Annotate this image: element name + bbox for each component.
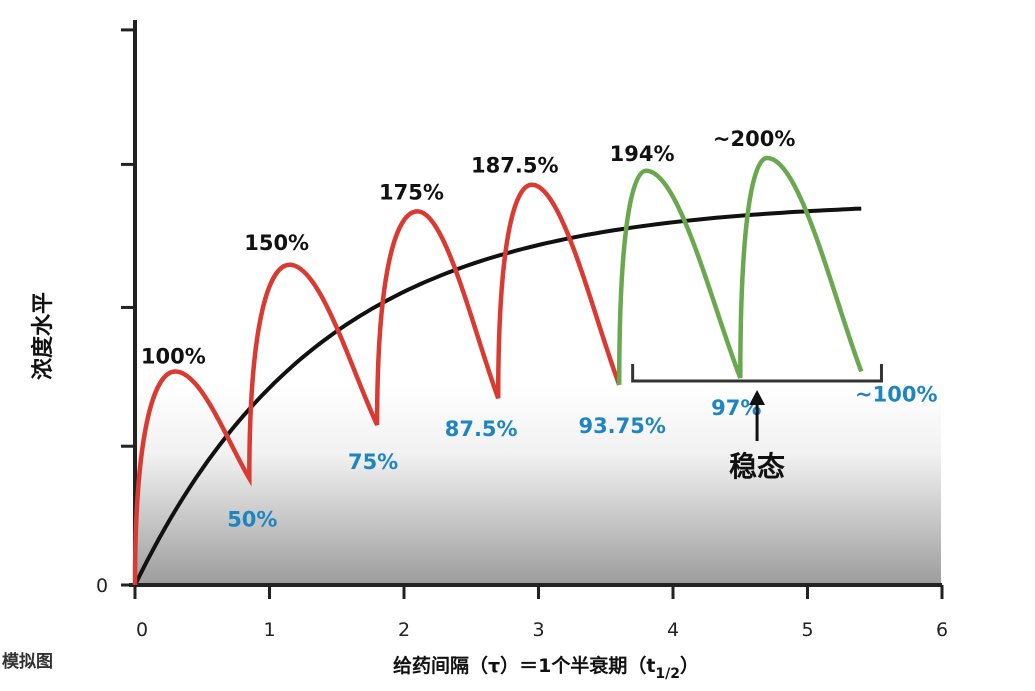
steady-state-series-line bbox=[616, 155, 864, 385]
x-tick-label-0: 0 bbox=[136, 619, 148, 641]
peak-label-6: ~200% bbox=[713, 127, 795, 151]
x-tick-label-3: 3 bbox=[532, 619, 544, 641]
trough-label-2: 75% bbox=[348, 450, 398, 474]
steady-state-annotation: 稳态 bbox=[631, 364, 883, 483]
x-tick-label-6: 6 bbox=[936, 619, 948, 641]
steady-state-bracket bbox=[631, 364, 883, 383]
corner-note: 模拟图 bbox=[2, 651, 53, 672]
peak-label-4: 187.5% bbox=[471, 154, 558, 178]
x-tick-label-2: 2 bbox=[398, 619, 410, 641]
x-axis-label-main: 给药间隔（τ）＝1个半衰期（t bbox=[393, 654, 655, 677]
dosing-series-layer bbox=[132, 155, 864, 586]
x-axis-label: 给药间隔（τ）＝1个半衰期（t1/2） bbox=[393, 654, 699, 682]
y-axis-label: 浓度水平 bbox=[30, 292, 56, 380]
peak-label-5: 194% bbox=[610, 142, 675, 166]
steady-state-label: 稳态 bbox=[729, 450, 785, 483]
y-tick-label-0: 0 bbox=[96, 575, 108, 597]
x-tick-label-4: 4 bbox=[667, 619, 679, 641]
trough-label-1: 50% bbox=[227, 507, 277, 531]
peak-label-1: 100% bbox=[141, 345, 206, 369]
trough-label-6: ~100% bbox=[855, 383, 937, 407]
steady-state-arrow-head bbox=[749, 390, 766, 405]
accumulation-series-line bbox=[132, 182, 622, 586]
average-curve-layer bbox=[133, 206, 862, 586]
plot-background bbox=[137, 385, 941, 585]
average-concentration-curve bbox=[133, 206, 862, 586]
x-tick-label-1: 1 bbox=[263, 619, 275, 641]
peak-label-3: 175% bbox=[379, 180, 444, 204]
x-axis-label-close: ） bbox=[680, 654, 699, 677]
peak-label-2: 150% bbox=[244, 231, 309, 255]
x-axis-label-subscript: 1/2 bbox=[655, 666, 680, 682]
x-tick-label-5: 5 bbox=[801, 619, 813, 641]
trough-label-3: 87.5% bbox=[445, 417, 518, 441]
trough-label-4: 93.75% bbox=[578, 414, 665, 438]
data-labels-layer: 100% 150% 175% 187.5% 194% ~200% 50% 75% 87.5% 93… bbox=[141, 127, 938, 531]
axes: 0 1 2 3 4 5 6 0 bbox=[96, 20, 948, 641]
